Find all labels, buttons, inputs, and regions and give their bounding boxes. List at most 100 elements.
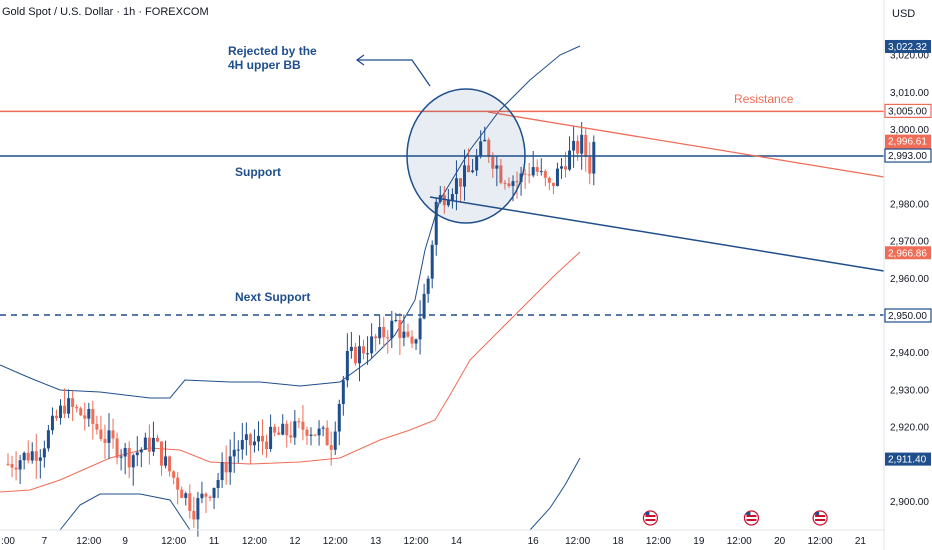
candle-body xyxy=(414,339,418,344)
candle-body xyxy=(252,441,256,446)
candle-body xyxy=(59,405,63,419)
candle-body xyxy=(192,510,196,520)
resistance-label: Resistance xyxy=(734,92,794,106)
x-tick-label: 12:00 xyxy=(565,536,590,547)
descending-resistance-trendline xyxy=(487,111,885,178)
event-marker-stripe xyxy=(746,519,757,521)
candle-body xyxy=(426,278,430,294)
x-tick-label: 19 xyxy=(693,536,705,547)
candle-body xyxy=(394,319,398,321)
candle-body xyxy=(349,346,353,352)
candle-body xyxy=(176,477,180,490)
candle-body xyxy=(127,447,131,468)
candle-body xyxy=(168,456,172,472)
y-tick-label: 2,980.00 xyxy=(890,199,929,210)
next-support-label: Next Support xyxy=(235,290,310,304)
candle-body xyxy=(386,337,390,339)
candle-body xyxy=(471,170,475,173)
candle-body xyxy=(34,451,38,461)
x-tick-label: 18 xyxy=(612,536,624,547)
price-label-box xyxy=(885,39,931,53)
candle-body xyxy=(390,320,394,339)
candle-body xyxy=(422,293,426,319)
candle-body xyxy=(402,331,406,338)
candle-body xyxy=(491,157,495,169)
candle-body xyxy=(38,457,42,461)
candle-body xyxy=(592,141,596,174)
candle-body xyxy=(329,445,333,450)
candle-body xyxy=(139,449,143,453)
candle-body xyxy=(580,134,584,154)
candle-body xyxy=(499,165,503,183)
rejected-annotation-text: 4H upper BB xyxy=(228,58,301,72)
candle-body xyxy=(236,449,240,451)
y-tick-label: 2,930.00 xyxy=(890,385,929,396)
candle-body xyxy=(337,404,341,432)
candle-body xyxy=(305,429,309,436)
candle-body xyxy=(281,423,285,435)
candle-body xyxy=(313,434,317,436)
candle-body xyxy=(531,167,535,176)
candle-body xyxy=(232,449,236,457)
candle-body xyxy=(135,452,139,456)
candle-body xyxy=(143,437,147,450)
candle-body xyxy=(454,178,458,194)
event-marker-canton xyxy=(645,512,650,515)
y-tick-label: 2,920.00 xyxy=(890,423,929,434)
candle-body xyxy=(277,432,281,435)
candle-body xyxy=(410,336,414,344)
candle-body xyxy=(353,346,357,364)
candle-body xyxy=(50,415,54,431)
candle-body xyxy=(382,327,386,338)
candle-body xyxy=(511,181,515,187)
candle-body xyxy=(378,327,382,339)
candle-body xyxy=(200,493,204,499)
candle-body xyxy=(79,408,83,416)
candle-body xyxy=(374,336,378,339)
y-tick-label: 2,960.00 xyxy=(890,274,929,285)
support-label: Support xyxy=(235,165,281,179)
candle-body xyxy=(555,168,559,186)
candle-body xyxy=(160,441,164,466)
candle-body xyxy=(22,452,26,461)
candle-body xyxy=(467,165,471,173)
candle-body xyxy=(172,471,176,478)
candle-body xyxy=(325,427,329,446)
price-label-box xyxy=(884,148,932,163)
y-tick-label: 3,010.00 xyxy=(890,88,929,99)
candle-body xyxy=(366,353,370,355)
candle-body xyxy=(46,430,50,449)
candle-body xyxy=(317,428,321,436)
candle-body xyxy=(503,182,507,184)
candle-body xyxy=(265,441,269,450)
candlesticks xyxy=(6,121,596,537)
candle-body xyxy=(515,181,519,183)
event-marker-stripe xyxy=(815,515,826,517)
candle-body xyxy=(216,480,220,489)
candle-body xyxy=(535,167,539,172)
x-tick-label: 20 xyxy=(774,536,786,547)
x-tick-label: 11 xyxy=(209,536,220,547)
price-label-box xyxy=(885,452,931,466)
candle-body xyxy=(301,421,305,430)
rejected-annotation-text: Rejected by the xyxy=(228,44,317,58)
candle-body xyxy=(398,319,402,338)
event-marker-canton xyxy=(746,512,751,515)
candle-body xyxy=(572,140,576,151)
candle-body xyxy=(576,140,580,154)
candle-body xyxy=(240,440,244,450)
event-marker-canton xyxy=(815,512,820,515)
event-marker-stripe xyxy=(645,519,656,521)
candle-body xyxy=(155,437,159,442)
candle-body xyxy=(6,463,10,465)
y-tick-label: 2,970.00 xyxy=(890,237,929,248)
candle-body xyxy=(164,456,168,466)
candle-body xyxy=(224,462,228,473)
candle-body xyxy=(442,195,446,206)
candle-body xyxy=(119,456,123,458)
price-label-text: 2,996.61 xyxy=(888,137,927,148)
candle-body xyxy=(248,434,252,446)
candle-body xyxy=(151,437,155,452)
